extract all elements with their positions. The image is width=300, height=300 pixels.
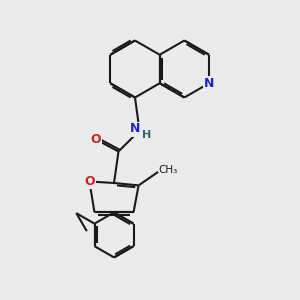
- Text: N: N: [204, 77, 214, 90]
- Text: O: O: [84, 175, 95, 188]
- Text: N: N: [130, 122, 140, 136]
- Text: O: O: [91, 133, 101, 146]
- Text: H: H: [142, 130, 152, 140]
- Text: CH₃: CH₃: [159, 165, 178, 176]
